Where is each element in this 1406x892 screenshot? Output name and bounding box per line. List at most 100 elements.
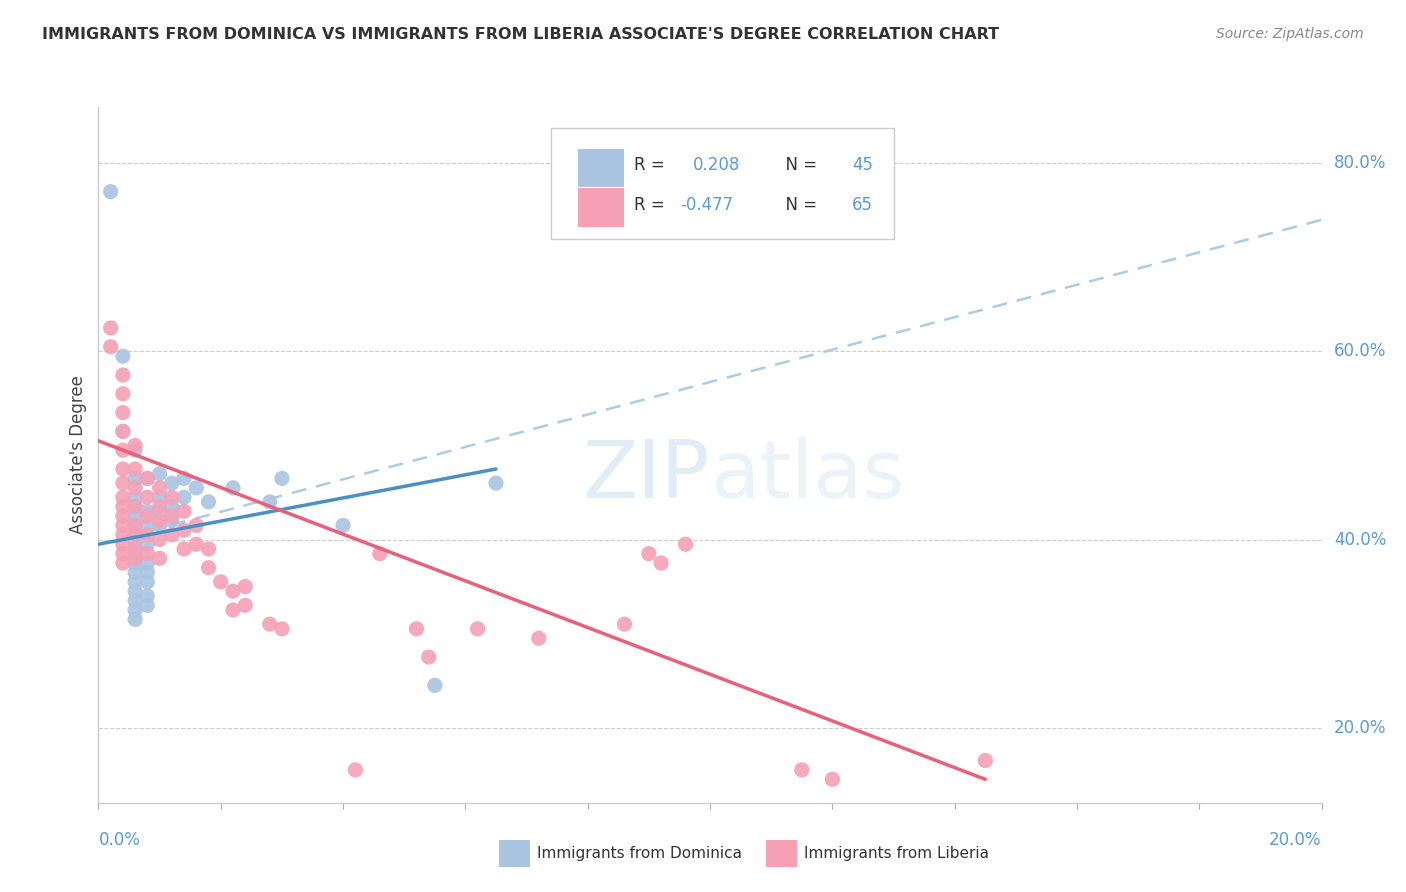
Text: 0.208: 0.208 [693,156,741,175]
Point [527,632,550,646]
Point [136,490,159,504]
Point [100,185,122,199]
Point [222,603,245,617]
Point [790,763,813,777]
FancyBboxPatch shape [551,128,894,239]
Point [124,574,146,589]
Point [111,425,134,439]
Text: atlas: atlas [710,437,904,515]
Point [149,481,172,495]
Point [100,340,122,354]
Point [111,386,134,401]
Point [124,528,146,542]
Point [186,537,208,551]
Point [233,599,256,613]
Point [149,518,172,533]
Text: Immigrants from Liberia: Immigrants from Liberia [804,847,990,861]
Text: R =: R = [634,156,671,175]
Point [160,514,183,528]
Point [197,560,219,574]
Text: 20.0%: 20.0% [1334,719,1386,737]
Point [173,471,195,485]
Point [222,584,245,599]
Point [149,533,172,547]
Point [111,537,134,551]
Point [124,547,146,561]
Point [111,406,134,420]
Point [136,518,159,533]
Point [418,650,440,665]
Text: ZIP: ZIP [582,437,710,515]
Point [405,622,427,636]
Point [111,556,134,570]
Point [149,504,172,518]
Point [423,678,446,692]
Point [124,481,146,495]
Text: R =: R = [634,196,671,214]
Point [136,566,159,580]
Text: Immigrants from Dominica: Immigrants from Dominica [537,847,742,861]
Point [111,462,134,476]
Point [111,528,134,542]
Text: N =: N = [775,156,823,175]
Point [173,541,195,556]
Point [149,500,172,514]
Point [270,622,292,636]
Point [111,368,134,382]
Point [124,462,146,476]
Point [613,617,636,632]
Point [209,574,232,589]
Point [100,321,122,335]
Point [111,509,134,524]
Point [173,490,195,504]
Point [124,556,146,570]
Point [259,495,281,509]
Point [111,443,134,458]
Point [124,528,146,542]
Point [173,523,195,537]
Text: 40.0%: 40.0% [1334,531,1386,549]
Point [111,425,134,439]
Point [821,772,844,787]
Bar [578,188,624,227]
Point [136,537,159,551]
Point [124,518,146,533]
Point [485,476,508,491]
Text: IMMIGRANTS FROM DOMINICA VS IMMIGRANTS FROM LIBERIA ASSOCIATE'S DEGREE CORRELATI: IMMIGRANTS FROM DOMINICA VS IMMIGRANTS F… [42,27,1000,42]
Text: 20.0%: 20.0% [1270,830,1322,848]
Point [124,471,146,485]
Point [124,490,146,504]
Text: Source: ZipAtlas.com: Source: ZipAtlas.com [1216,27,1364,41]
Point [124,537,146,551]
Point [650,556,672,570]
Text: N =: N = [775,196,823,214]
Text: 0.0%: 0.0% [98,830,141,848]
Point [149,467,172,481]
Point [124,518,146,533]
Point [136,504,159,518]
Point [160,490,183,504]
Point [124,603,146,617]
Point [124,500,146,514]
Point [136,528,159,542]
Point [197,495,219,509]
Point [136,509,159,524]
Point [259,617,281,632]
Text: 65: 65 [852,196,873,214]
Point [124,500,146,514]
Point [186,481,208,495]
Point [136,589,159,603]
Point [368,547,391,561]
Text: -0.477: -0.477 [681,196,734,214]
Bar [578,149,624,187]
Point [136,547,159,561]
Point [111,518,134,533]
Point [149,490,172,504]
Point [637,547,661,561]
Point [124,593,146,607]
Text: 60.0%: 60.0% [1334,343,1386,360]
Point [124,438,146,452]
Point [136,471,159,485]
Point [270,471,292,485]
Point [186,518,208,533]
